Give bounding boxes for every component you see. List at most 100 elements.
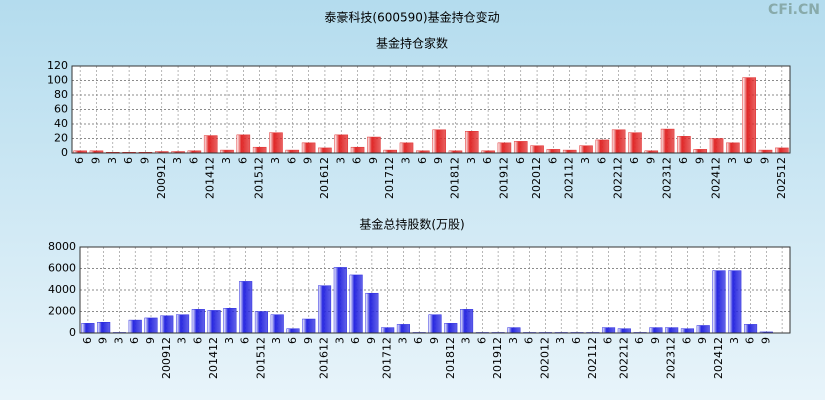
bar bbox=[649, 327, 663, 334]
bar bbox=[628, 132, 642, 154]
x-tick-label: 9 bbox=[696, 337, 709, 344]
x-tick-label: 3 bbox=[176, 337, 189, 344]
x-tick-label: 6 bbox=[349, 337, 362, 344]
x-tick-label: 3 bbox=[726, 157, 739, 164]
x-tick-label: 6 bbox=[191, 337, 204, 344]
y-tick-label: 0 bbox=[61, 146, 68, 159]
bar bbox=[302, 318, 316, 334]
x-tick-label: 9 bbox=[302, 157, 315, 164]
x-tick-label: 6 bbox=[570, 337, 583, 344]
bar bbox=[617, 328, 631, 334]
x-tick-label: 3 bbox=[333, 337, 346, 344]
x-tick-label: 201512 bbox=[254, 337, 267, 379]
x-tick-label: 202112 bbox=[563, 157, 576, 199]
bar bbox=[696, 325, 710, 334]
x-tick-label: 6 bbox=[595, 157, 608, 164]
bar bbox=[712, 270, 726, 334]
x-tick-label: 3 bbox=[269, 157, 282, 164]
x-tick-label: 202412 bbox=[710, 157, 723, 199]
x-tick-label: 201912 bbox=[497, 157, 510, 199]
x-tick-label: 3 bbox=[460, 337, 473, 344]
x-tick-label: 202312 bbox=[661, 157, 674, 199]
x-tick-label: 6 bbox=[236, 157, 249, 164]
bar bbox=[396, 324, 411, 334]
x-tick-label: 202212 bbox=[617, 337, 630, 379]
x-tick-label: 3 bbox=[220, 157, 233, 164]
x-tick-label: 3 bbox=[507, 337, 520, 344]
x-tick-label: 202412 bbox=[712, 337, 725, 379]
x-tick-label: 9 bbox=[144, 337, 157, 344]
x-tick-label: 202512 bbox=[775, 157, 788, 199]
x-tick-label: 6 bbox=[742, 157, 755, 164]
bar bbox=[334, 134, 349, 154]
x-tick-label: 3 bbox=[396, 337, 409, 344]
bar bbox=[513, 141, 528, 154]
bar bbox=[254, 311, 269, 334]
x-tick-label: 6 bbox=[81, 337, 94, 344]
x-tick-label: 9 bbox=[97, 337, 110, 344]
bar bbox=[317, 285, 332, 334]
bar bbox=[252, 146, 267, 154]
x-tick-label: 3 bbox=[579, 157, 592, 164]
bar bbox=[665, 327, 679, 334]
x-tick-label: 6 bbox=[412, 337, 425, 344]
x-tick-label: 3 bbox=[554, 337, 567, 344]
x-tick-label: 6 bbox=[628, 157, 641, 164]
bar bbox=[579, 145, 593, 154]
x-tick-label: 202012 bbox=[530, 157, 543, 199]
x-tick-label: 201412 bbox=[204, 157, 217, 199]
bar bbox=[677, 136, 691, 154]
x-tick-label: 6 bbox=[187, 157, 200, 164]
y-tick-label: 4000 bbox=[48, 283, 76, 296]
plot-border bbox=[71, 65, 791, 154]
x-tick-label: 202012 bbox=[538, 337, 551, 379]
x-tick-label: 6 bbox=[286, 337, 299, 344]
x-tick-label: 9 bbox=[89, 157, 102, 164]
x-tick-label: 6 bbox=[680, 337, 693, 344]
bar bbox=[742, 77, 756, 154]
y-tick-label: 2000 bbox=[48, 305, 76, 318]
y-tick-label: 80 bbox=[54, 88, 68, 101]
bar bbox=[333, 267, 347, 334]
x-tick-label: 9 bbox=[759, 157, 772, 164]
bar bbox=[459, 309, 474, 334]
bar bbox=[160, 315, 174, 334]
x-tick-label: 202312 bbox=[665, 337, 678, 379]
bar bbox=[349, 274, 363, 334]
x-tick-label: 3 bbox=[112, 337, 125, 344]
x-tick-label: 200912 bbox=[155, 157, 168, 199]
y-tick-label: 100 bbox=[47, 74, 68, 87]
x-tick-label: 201812 bbox=[448, 157, 461, 199]
x-tick-label: 3 bbox=[171, 157, 184, 164]
x-tick-label: 9 bbox=[365, 337, 378, 344]
bar bbox=[660, 128, 675, 154]
bar bbox=[530, 145, 544, 154]
bar bbox=[144, 317, 158, 334]
x-tick-label: 201912 bbox=[491, 337, 504, 379]
x-tick-label: 9 bbox=[644, 157, 657, 164]
x-tick-label: 6 bbox=[514, 157, 527, 164]
x-tick-label: 9 bbox=[138, 157, 151, 164]
bar bbox=[693, 149, 708, 154]
x-tick-label: 6 bbox=[128, 337, 141, 344]
x-tick-label: 6 bbox=[633, 337, 646, 344]
bar bbox=[546, 149, 561, 154]
x-tick-label: 201712 bbox=[383, 157, 396, 199]
bar bbox=[286, 328, 300, 334]
bar bbox=[97, 322, 111, 334]
x-tick-label: 6 bbox=[122, 157, 135, 164]
bar bbox=[301, 142, 316, 154]
x-tick-label: 201712 bbox=[381, 337, 394, 379]
x-tick-label: 202212 bbox=[612, 157, 625, 199]
bar bbox=[611, 129, 626, 154]
bar bbox=[239, 281, 253, 334]
x-tick-label: 6 bbox=[546, 157, 559, 164]
bar bbox=[726, 142, 740, 154]
bar bbox=[81, 323, 95, 334]
bar bbox=[497, 142, 512, 154]
bar bbox=[743, 324, 758, 334]
bar bbox=[175, 314, 190, 334]
bar bbox=[350, 146, 365, 154]
x-tick-label: 3 bbox=[400, 157, 413, 164]
